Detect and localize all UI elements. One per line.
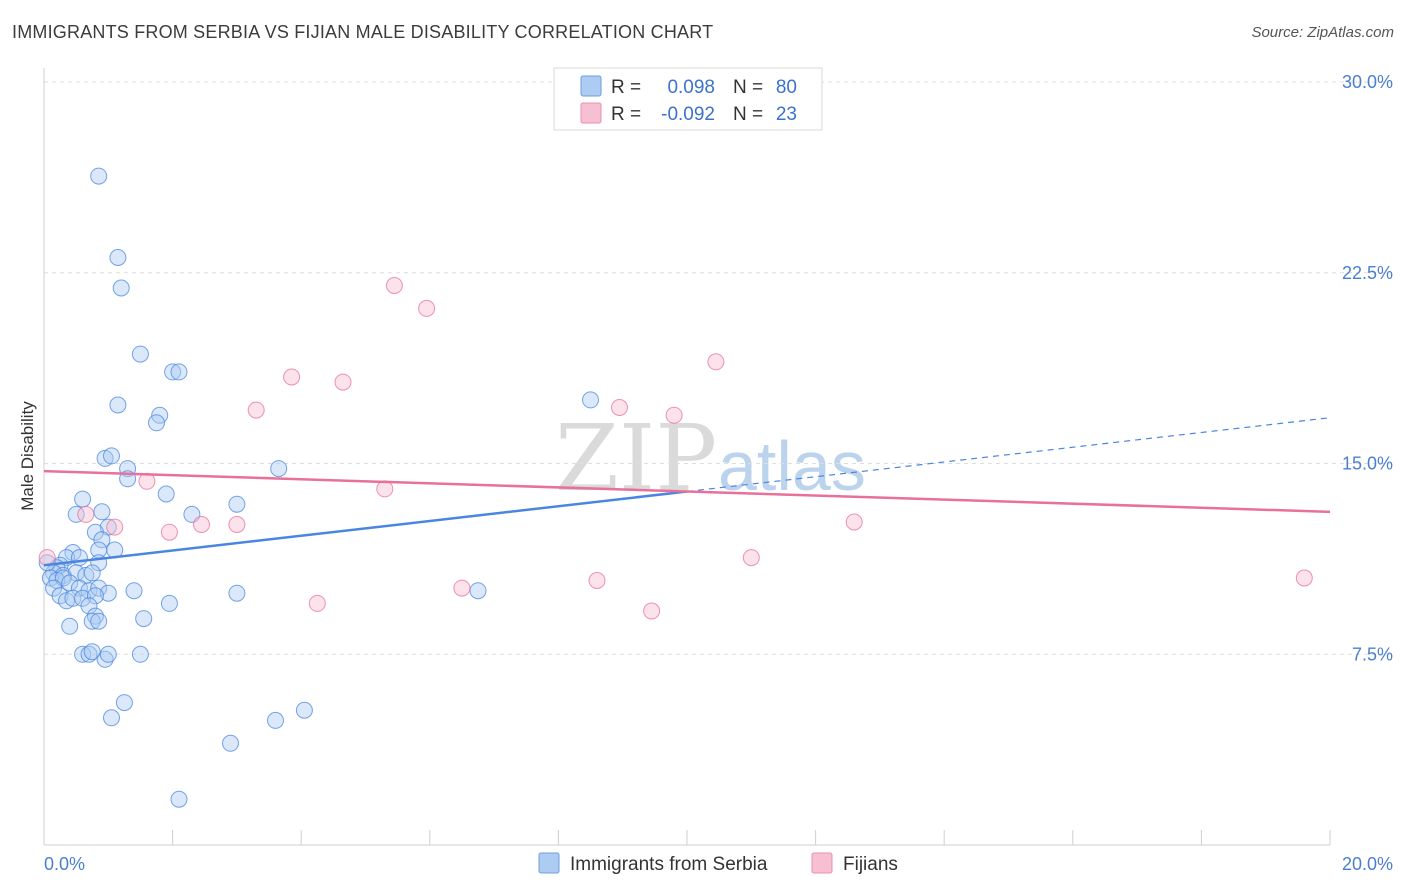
fijian-point <box>611 399 628 416</box>
y-tick-label: 7.5% <box>1352 644 1393 664</box>
serbia-point <box>99 584 117 602</box>
fijian-point <box>308 594 326 612</box>
serbia-point <box>157 485 175 503</box>
serbia-point <box>103 709 120 727</box>
series-legend: Immigrants from Serbia Fijians <box>538 852 898 875</box>
serbia-point <box>109 396 127 414</box>
trend-lines <box>43 417 1331 567</box>
series-legend-label-serbia: Immigrants from Serbia <box>570 854 768 875</box>
legend-n-label-pink: N = <box>733 104 763 125</box>
fijian-point <box>77 505 95 523</box>
serbia-point <box>267 711 284 729</box>
serbia-point <box>469 582 487 600</box>
fijian-point <box>588 572 606 589</box>
serbia-point <box>109 249 127 266</box>
legend-n-value-pink: 23 <box>776 104 797 125</box>
fijian-point <box>665 406 683 424</box>
fijian-point <box>247 401 265 419</box>
serbia-point <box>228 495 246 513</box>
x-tick-marks <box>172 830 1331 845</box>
serbia-point <box>164 363 182 381</box>
serbia-point <box>222 734 239 752</box>
serbia-point <box>86 587 104 605</box>
legend-r-value-pink: -0.092 <box>661 104 715 125</box>
serbia-point <box>64 589 82 607</box>
serbia-point <box>70 549 88 567</box>
watermark: ZIP atlas <box>555 405 866 512</box>
chart-title: IMMIGRANTS FROM SERBIA VS FIJIAN MALE DI… <box>12 22 714 42</box>
data-points <box>38 167 1313 808</box>
serbia-point <box>80 645 98 663</box>
fijian-point <box>228 516 246 533</box>
serbia-point <box>61 617 79 635</box>
fijian-point <box>453 579 471 597</box>
serbia-point <box>131 345 149 363</box>
stats-legend: R = 0.098 N = 80 R = -0.092 N = 23 <box>553 67 823 131</box>
serbia-point <box>83 564 101 582</box>
serbia-point <box>170 363 188 381</box>
serbia-point <box>582 391 599 409</box>
serbia-point <box>170 790 188 808</box>
serbia-point <box>270 460 288 478</box>
serbia-point <box>115 694 133 712</box>
serbia-point <box>103 447 120 465</box>
series-legend-swatch-fijians <box>811 852 833 874</box>
legend-n-label-blue: N = <box>733 77 763 98</box>
serbia-point <box>90 167 108 185</box>
serbia-point <box>74 645 92 663</box>
fijian-trend-line <box>43 469 1331 514</box>
fijian-point <box>845 513 863 531</box>
fijian-point <box>106 518 124 536</box>
legend-r-label-blue: R = <box>611 77 641 98</box>
legend-swatch-blue <box>580 75 602 97</box>
watermark-zip-text: ZIP <box>555 405 717 512</box>
fijian-point <box>418 299 436 317</box>
fijian-point <box>742 549 760 567</box>
y-tick-label: 22.5% <box>1342 263 1393 283</box>
fijian-point <box>193 516 210 533</box>
serbia-point <box>70 579 88 597</box>
serbia-point <box>148 414 165 432</box>
serbia-point <box>67 505 85 523</box>
fijian-point <box>160 523 178 541</box>
fijian-point <box>334 373 352 391</box>
fijian-point <box>385 277 403 294</box>
legend-r-value-blue: 0.098 <box>667 77 715 98</box>
serbia-point <box>135 610 153 628</box>
y-axis-label: Male Disability <box>18 401 37 511</box>
serbia-point <box>74 490 92 508</box>
series-legend-label-fijians: Fijians <box>843 854 898 875</box>
serbia-point <box>86 607 104 625</box>
serbia-trend-extension <box>686 417 1331 493</box>
serbia-point <box>125 582 143 600</box>
serbia-point <box>99 645 117 663</box>
serbia-point <box>93 531 111 549</box>
chart-source: Source: ZipAtlas.com <box>1251 24 1394 41</box>
legend-swatch-pink <box>580 102 602 124</box>
serbia-point <box>160 594 178 612</box>
serbia-point <box>112 279 130 297</box>
serbia-point <box>83 643 101 661</box>
series-legend-swatch-serbia <box>538 852 560 874</box>
serbia-point <box>93 503 111 521</box>
serbia-point <box>96 650 114 668</box>
fijian-point <box>643 602 661 620</box>
serbia-point <box>295 701 313 719</box>
legend-r-label-pink: R = <box>611 104 641 125</box>
x-tick-label-max: 20.0% <box>1342 854 1393 874</box>
legend-n-value-blue: 80 <box>776 77 797 98</box>
serbia-point <box>83 612 101 630</box>
fijian-point <box>707 353 725 371</box>
serbia-point <box>131 645 149 663</box>
serbia-point <box>228 584 246 602</box>
serbia-trend-line <box>43 490 688 567</box>
serbia-point <box>90 612 108 630</box>
x-tick-label-min: 0.0% <box>44 854 85 874</box>
fijian-point <box>1295 569 1313 587</box>
fijian-point <box>283 368 301 386</box>
y-tick-labels: 7.5% 15.0% 22.5% 30.0% <box>1342 72 1393 664</box>
y-tick-label: 15.0% <box>1342 454 1393 474</box>
y-tick-label: 30.0% <box>1342 72 1393 92</box>
